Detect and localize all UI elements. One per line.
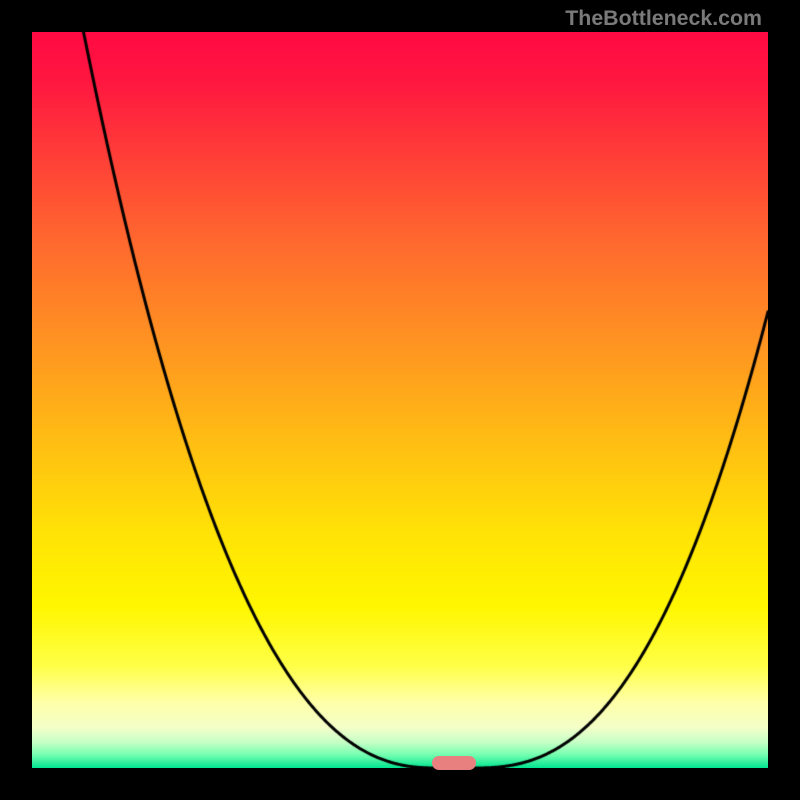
watermark-label: TheBottleneck.com: [565, 6, 762, 31]
bottleneck-curve: [32, 32, 768, 768]
plot-area: [32, 32, 768, 768]
